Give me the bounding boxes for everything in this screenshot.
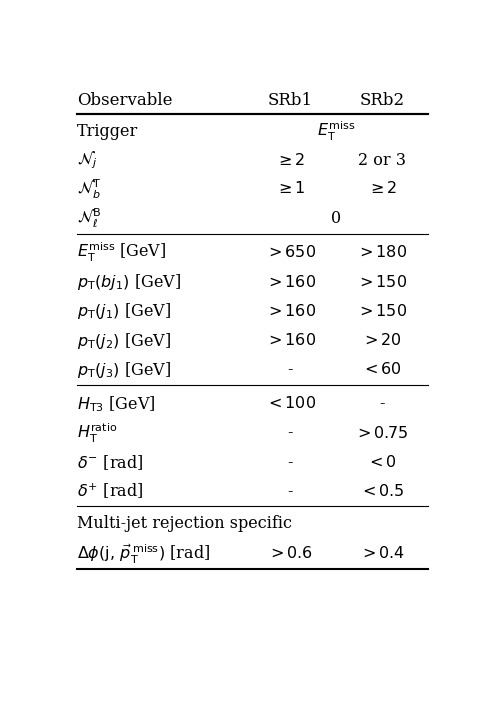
Text: $> 160$: $> 160$	[265, 332, 316, 349]
Text: 0: 0	[331, 210, 341, 226]
Text: Observable: Observable	[77, 92, 172, 109]
Text: SRb2: SRb2	[359, 92, 404, 109]
Text: $< 0.5$: $< 0.5$	[359, 483, 404, 500]
Text: -: -	[287, 425, 293, 441]
Text: $E_{\mathrm{T}}^{\mathrm{miss}}$ [GeV]: $E_{\mathrm{T}}^{\mathrm{miss}}$ [GeV]	[77, 242, 166, 265]
Text: $< 100$: $< 100$	[265, 395, 316, 412]
Text: Multi-jet rejection specific: Multi-jet rejection specific	[77, 516, 292, 532]
Text: $\mathcal{N}_{\ell}^{\mathrm{B}}$: $\mathcal{N}_{\ell}^{\mathrm{B}}$	[77, 207, 101, 230]
Text: $p_{\mathrm{T}}(j_{2})$ [GeV]: $p_{\mathrm{T}}(j_{2})$ [GeV]	[77, 331, 171, 350]
Text: Trigger: Trigger	[77, 123, 138, 140]
Text: $> 650$: $> 650$	[265, 244, 316, 261]
Text: -: -	[287, 361, 293, 379]
Text: $p_{\mathrm{T}}(j_{3})$ [GeV]: $p_{\mathrm{T}}(j_{3})$ [GeV]	[77, 360, 171, 380]
Text: -: -	[287, 483, 293, 500]
Text: -: -	[287, 454, 293, 471]
Text: $\delta^{-}$ [rad]: $\delta^{-}$ [rad]	[77, 453, 143, 472]
Text: $> 160$: $> 160$	[265, 303, 316, 320]
Text: $< 60$: $< 60$	[362, 361, 402, 379]
Text: $> 150$: $> 150$	[356, 273, 407, 291]
Text: $\mathcal{N}_{j}$: $\mathcal{N}_{j}$	[77, 150, 97, 172]
Text: $\geq 2$: $\geq 2$	[275, 152, 306, 169]
Text: $> 0.4$: $> 0.4$	[359, 545, 405, 562]
Text: $> 0.75$: $> 0.75$	[355, 425, 409, 441]
Text: $H_{\mathrm{T}}^{\mathrm{ratio}}$: $H_{\mathrm{T}}^{\mathrm{ratio}}$	[77, 421, 117, 445]
Text: $p_{\mathrm{T}}(j_{1})$ [GeV]: $p_{\mathrm{T}}(j_{1})$ [GeV]	[77, 301, 171, 322]
Text: $> 0.6$: $> 0.6$	[267, 545, 313, 562]
Text: $< 0$: $< 0$	[367, 454, 397, 471]
Text: $\delta^{+}$ [rad]: $\delta^{+}$ [rad]	[77, 482, 143, 501]
Text: $\geq 1$: $\geq 1$	[275, 180, 306, 198]
Text: $E_{\mathrm{T}}^{\mathrm{miss}}$: $E_{\mathrm{T}}^{\mathrm{miss}}$	[317, 120, 355, 143]
Text: 2 or 3: 2 or 3	[358, 152, 406, 169]
Text: $> 180$: $> 180$	[356, 244, 407, 261]
Text: $> 150$: $> 150$	[356, 303, 407, 320]
Text: -: -	[379, 395, 385, 412]
Text: $\mathcal{N}_{b}^{\mathrm{T}}$: $\mathcal{N}_{b}^{\mathrm{T}}$	[77, 177, 101, 200]
Text: $H_{\mathrm{T3}}$ [GeV]: $H_{\mathrm{T3}}$ [GeV]	[77, 394, 155, 414]
Text: SRb1: SRb1	[268, 92, 313, 109]
Text: $p_{\mathrm{T}}(bj_{1})$ [GeV]: $p_{\mathrm{T}}(bj_{1})$ [GeV]	[77, 272, 181, 292]
Text: $\Delta\phi(\mathrm{j},\,\vec{p}_{\mathrm{T}}^{\,\mathrm{miss}})$ [rad]: $\Delta\phi(\mathrm{j},\,\vec{p}_{\mathr…	[77, 542, 210, 565]
Text: $> 20$: $> 20$	[362, 332, 402, 349]
Text: $\geq 2$: $\geq 2$	[367, 180, 397, 198]
Text: $> 160$: $> 160$	[265, 273, 316, 291]
